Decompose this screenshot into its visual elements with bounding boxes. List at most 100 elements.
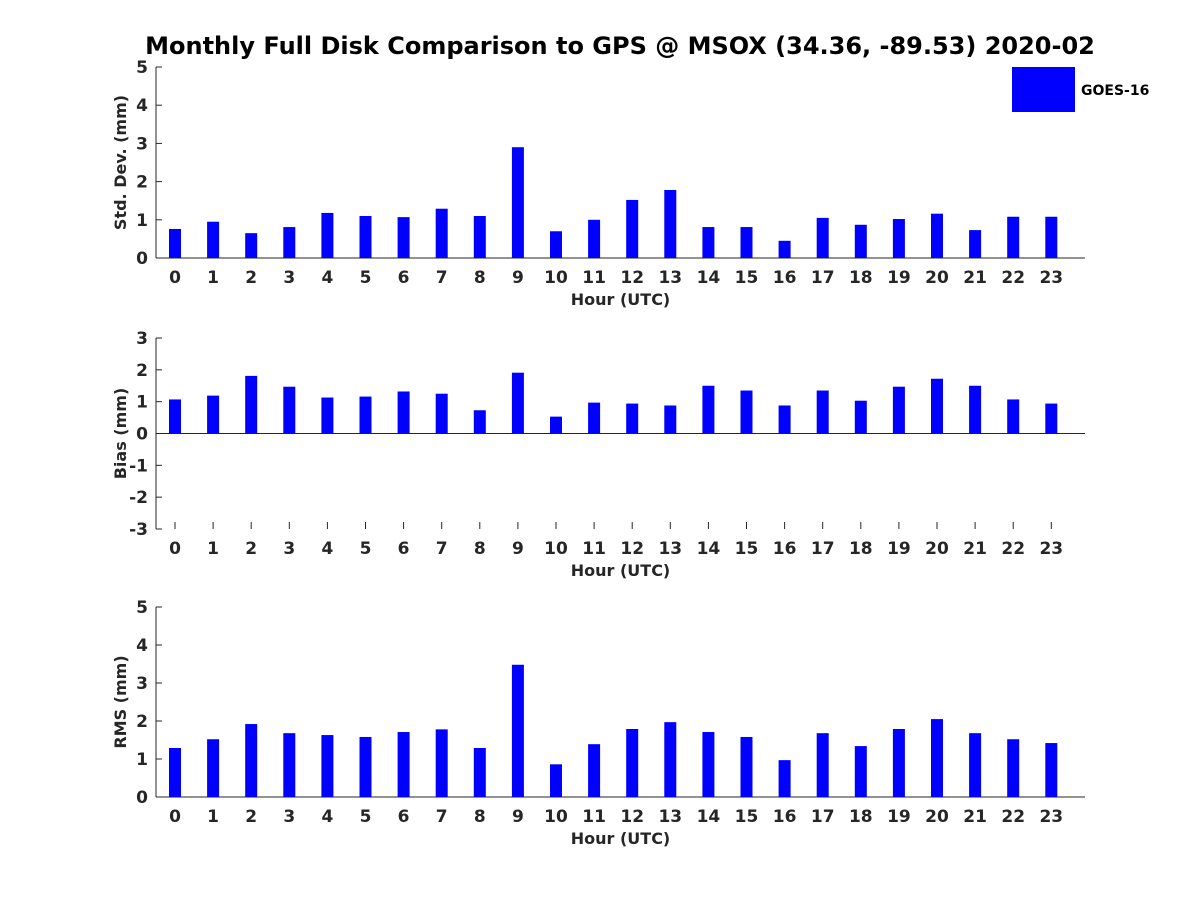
y-tick-label: 5 [136, 58, 148, 78]
bar-hour-0 [169, 399, 181, 434]
x-tick-label: 16 [773, 807, 797, 827]
x-tick-label: 20 [925, 807, 949, 827]
bar-hour-18 [854, 746, 867, 797]
x-tick-label: 16 [773, 268, 797, 288]
x-tick-label: 22 [1001, 807, 1025, 827]
y-tick-label: 2 [136, 361, 148, 381]
y-tick-label: 0 [136, 249, 148, 269]
x-tick-label: 6 [398, 807, 410, 827]
x-tick-label: 12 [620, 807, 644, 827]
y-tick-label: 2 [136, 173, 148, 193]
bar-hour-2 [245, 233, 258, 258]
bar-hour-18 [854, 224, 867, 258]
bar-hour-15 [740, 736, 753, 797]
bar-hour-5 [359, 396, 372, 434]
x-tick-label: 9 [512, 268, 524, 288]
x-tick-label: 2 [245, 807, 257, 827]
x-tick-label: 7 [436, 807, 448, 827]
x-tick-label: 19 [887, 539, 911, 559]
bar-hour-16 [778, 240, 791, 258]
x-tick-label: 1 [207, 807, 219, 827]
bar-hour-20 [931, 213, 943, 258]
chart-title: Monthly Full Disk Comparison to GPS @ MS… [145, 32, 1095, 60]
bar-hour-2 [245, 724, 258, 797]
x-tick-label: 7 [436, 539, 448, 559]
bar-hour-5 [359, 215, 372, 258]
bar-hour-2 [245, 375, 258, 434]
x-tick-label: 22 [1001, 539, 1025, 559]
x-tick-label: 18 [849, 539, 873, 559]
x-tick-label: 14 [697, 807, 721, 827]
x-tick-label: 12 [620, 539, 644, 559]
x-tick-label: 8 [474, 807, 486, 827]
x-tick-label: 5 [360, 268, 372, 288]
x-tick-label: 10 [544, 268, 568, 288]
x-tick-label: 3 [283, 807, 295, 827]
x-axis-label: Hour (UTC) [571, 290, 671, 309]
y-tick-label: -3 [129, 520, 148, 540]
y-tick-label: 4 [136, 96, 148, 116]
x-tick-label: 18 [849, 807, 873, 827]
bar-hour-17 [816, 390, 829, 434]
x-tick-label: 21 [963, 807, 987, 827]
x-tick-label: 0 [169, 807, 181, 827]
bar-hour-4 [321, 397, 334, 434]
bar-hour-14 [702, 385, 715, 434]
y-tick-label: -2 [129, 488, 148, 508]
bar-hour-12 [626, 403, 639, 434]
bar-hour-9 [511, 664, 524, 797]
bar-hour-19 [892, 728, 905, 797]
x-tick-label: 4 [321, 268, 333, 288]
bar-hour-6 [397, 391, 410, 434]
bar-hour-20 [931, 378, 943, 434]
x-tick-label: 9 [512, 807, 524, 827]
bar-hour-3 [283, 733, 296, 797]
y-axis-label: RMS (mm) [111, 655, 130, 748]
y-tick-label: 1 [136, 750, 148, 770]
x-tick-label: 11 [582, 268, 606, 288]
y-tick-label: 0 [136, 425, 148, 445]
legend-label: GOES-16 [1081, 83, 1149, 99]
y-tick-label: 3 [136, 134, 148, 154]
x-tick-label: 6 [398, 539, 410, 559]
bar-hour-7 [435, 393, 448, 434]
bar-hour-21 [969, 733, 982, 797]
y-tick-label: 5 [136, 598, 148, 618]
x-tick-label: 11 [582, 539, 606, 559]
x-tick-label: 0 [169, 539, 181, 559]
y-axis-label: Bias (mm) [111, 388, 130, 480]
bar-hour-8 [473, 215, 486, 258]
y-tick-label: 4 [136, 636, 148, 656]
x-axis-label: Hour (UTC) [571, 561, 671, 580]
bar-hour-12 [626, 199, 639, 258]
x-tick-label: 4 [321, 807, 333, 827]
bar-hour-20 [931, 719, 943, 797]
bar-hour-22 [1007, 216, 1020, 258]
x-tick-label: 14 [697, 268, 721, 288]
x-tick-label: 11 [582, 807, 606, 827]
x-tick-label: 15 [735, 807, 759, 827]
bar-hour-11 [588, 219, 601, 258]
bar-hour-15 [740, 390, 753, 434]
bar-hour-4 [321, 735, 334, 797]
x-tick-label: 17 [811, 807, 835, 827]
x-tick-label: 19 [887, 807, 911, 827]
bar-hour-23 [1045, 743, 1058, 797]
y-tick-label: 1 [136, 393, 148, 413]
bar-hour-1 [207, 395, 220, 434]
x-tick-label: 15 [735, 539, 759, 559]
y-axis-label: Std. Dev. (mm) [111, 95, 130, 230]
bar-hour-4 [321, 212, 334, 258]
bar-hour-10 [550, 231, 562, 258]
y-tick-label: 2 [136, 712, 148, 732]
bar-hour-13 [664, 405, 677, 434]
x-tick-label: 5 [360, 539, 372, 559]
x-tick-label: 14 [697, 539, 721, 559]
bar-hour-16 [778, 760, 791, 797]
bar-hour-5 [359, 736, 372, 797]
bar-hour-19 [892, 386, 905, 434]
x-tick-label: 3 [283, 268, 295, 288]
